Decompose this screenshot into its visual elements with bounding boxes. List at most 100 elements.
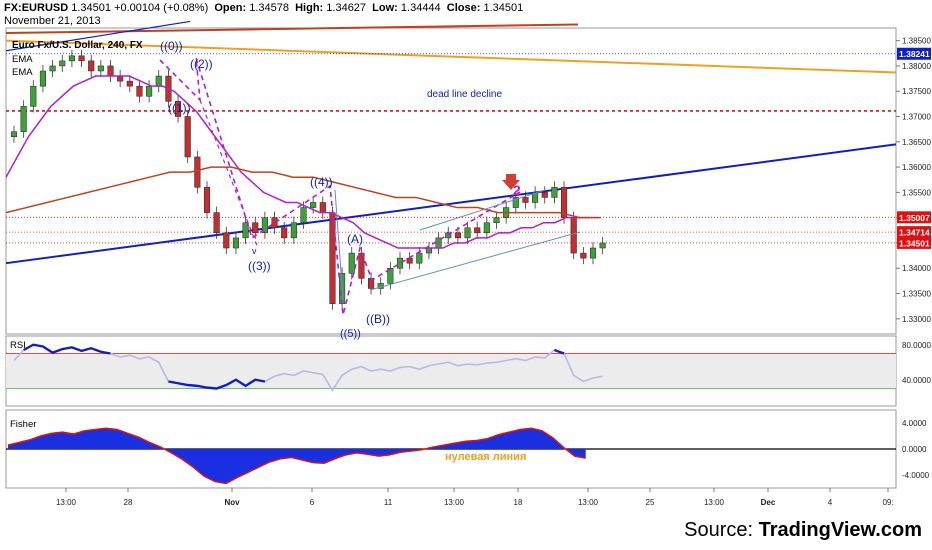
candle-body bbox=[88, 60, 95, 72]
rsi-extreme-segment bbox=[168, 378, 266, 390]
candle-body bbox=[580, 252, 587, 259]
wave-annotation: ((2)) bbox=[190, 57, 213, 71]
price-tick-label: 1.33500 bbox=[902, 290, 931, 299]
candle-body bbox=[329, 212, 336, 304]
price-tag-label: 1.34501 bbox=[899, 238, 930, 248]
price-tick-label: 1.38000 bbox=[902, 62, 931, 71]
candle-body bbox=[252, 222, 259, 234]
candle-body bbox=[242, 222, 249, 239]
price-tag-box bbox=[897, 47, 931, 60]
candle-body bbox=[30, 85, 37, 107]
candle-body bbox=[10, 131, 18, 137]
candle-body bbox=[425, 247, 432, 254]
candle-body bbox=[232, 237, 239, 249]
annotations: dead line decline ((0)) ((2)) ((1)) ((3)) ((4… bbox=[12, 39, 521, 340]
wave-annotation: ((0)) bbox=[160, 39, 183, 53]
legend-entry: EMA bbox=[12, 54, 33, 65]
channel-lower-line bbox=[369, 231, 581, 291]
wave-annotation: ((B)) bbox=[366, 312, 390, 326]
price-tag-label: 1.38241 bbox=[899, 49, 930, 59]
elliott-wave-path bbox=[159, 57, 521, 316]
symbol-header: FX:EURUSD 1.34501 +0.00104 (+0.08%) Open… bbox=[4, 2, 523, 14]
wave-light-line bbox=[334, 189, 344, 301]
candle-body bbox=[49, 65, 56, 72]
candle-body bbox=[59, 60, 66, 67]
candle-body bbox=[281, 227, 288, 239]
candle-body bbox=[551, 187, 558, 198]
chart-title: Euro Fx/U.S. Dollar, 240, FX bbox=[12, 40, 143, 51]
candle-body bbox=[290, 222, 297, 239]
candle-body bbox=[599, 242, 606, 249]
fisher-tick-label: 4.0000 bbox=[902, 419, 927, 428]
candle-body bbox=[107, 65, 114, 77]
candle-body bbox=[155, 75, 162, 87]
rsi-tick-label: 80.0000 bbox=[902, 341, 931, 350]
low-label: Low: bbox=[372, 2, 398, 14]
high-value: 1.34627 bbox=[326, 2, 367, 14]
price-tag-label: 1.35007 bbox=[899, 213, 930, 223]
time-tick-label: 4 bbox=[828, 498, 833, 507]
wave-annotation: dead line decline bbox=[427, 89, 502, 100]
candle-body bbox=[117, 75, 124, 82]
candle-body bbox=[271, 217, 278, 229]
red-down-arrow bbox=[502, 174, 520, 190]
candle-body bbox=[175, 101, 182, 117]
candle-body bbox=[310, 202, 317, 208]
candle-body bbox=[126, 80, 133, 87]
price-change: +0.00104 (+0.08%) bbox=[114, 2, 209, 14]
time-tick-label: Nov bbox=[224, 498, 240, 507]
candle-body bbox=[522, 197, 529, 203]
candle-body bbox=[387, 267, 394, 284]
wave-annotation: ((5)) bbox=[340, 328, 361, 340]
source-credit: Source: TradingView.com bbox=[684, 519, 922, 542]
channel-upper-line bbox=[419, 189, 546, 231]
source-prefix: Source: bbox=[684, 519, 754, 541]
time-tick-label: 13:00 bbox=[444, 498, 465, 507]
candle-body bbox=[194, 156, 201, 188]
fisher-area bbox=[8, 428, 586, 484]
candle-body bbox=[68, 55, 75, 62]
price-tag-box bbox=[897, 226, 931, 239]
time-tick-label: 11 bbox=[384, 498, 393, 507]
candle-body bbox=[474, 227, 481, 234]
candle-body bbox=[406, 257, 413, 264]
close-label: Close: bbox=[446, 2, 481, 14]
orange-trendline bbox=[5, 39, 897, 74]
high-label: High: bbox=[295, 2, 324, 14]
open-value: 1.34578 bbox=[249, 2, 289, 14]
price-tick-label: 1.36000 bbox=[902, 163, 931, 172]
blue-support-trendline bbox=[5, 143, 897, 265]
candle-body bbox=[300, 207, 307, 223]
candle-body bbox=[213, 212, 220, 234]
time-tick-label: 09: bbox=[882, 498, 893, 507]
wave-annotation: ((4)) bbox=[310, 175, 333, 189]
moving-averages bbox=[5, 75, 601, 249]
rsi-extreme-segment bbox=[553, 348, 565, 355]
panel-frame-0 bbox=[5, 27, 897, 335]
candle-body bbox=[464, 227, 471, 239]
candle-body bbox=[136, 85, 143, 97]
candle-body bbox=[416, 252, 423, 264]
wave-annotation: ((1)) bbox=[168, 101, 191, 115]
price-tick-label: 1.33000 bbox=[902, 315, 931, 324]
fisher-tick-label: 0.0000 bbox=[902, 445, 927, 454]
ema-fast-line bbox=[5, 75, 589, 249]
candle-body bbox=[483, 222, 490, 234]
fisher-tick-label: -4.0000 bbox=[902, 471, 930, 480]
candle-body bbox=[78, 55, 85, 62]
source-brand: TradingView.com bbox=[758, 519, 922, 541]
time-tick-label: Dec bbox=[761, 498, 776, 507]
fisher-panel: Fisher нулевая линия bbox=[6, 419, 896, 485]
candle-body bbox=[39, 70, 47, 87]
fisher-title: Fisher bbox=[10, 419, 36, 430]
trendlines bbox=[5, 20, 897, 265]
candle-body bbox=[589, 247, 597, 259]
candle-body bbox=[493, 217, 500, 223]
ema-slow-line bbox=[5, 166, 601, 219]
candle-body bbox=[454, 232, 461, 239]
candle-body bbox=[146, 85, 153, 97]
wave-annotation: (A) bbox=[347, 232, 363, 246]
candle-body bbox=[541, 192, 548, 198]
time-tick-label: 13:00 bbox=[704, 498, 725, 507]
chart-date: November 21, 2013 bbox=[4, 15, 101, 27]
